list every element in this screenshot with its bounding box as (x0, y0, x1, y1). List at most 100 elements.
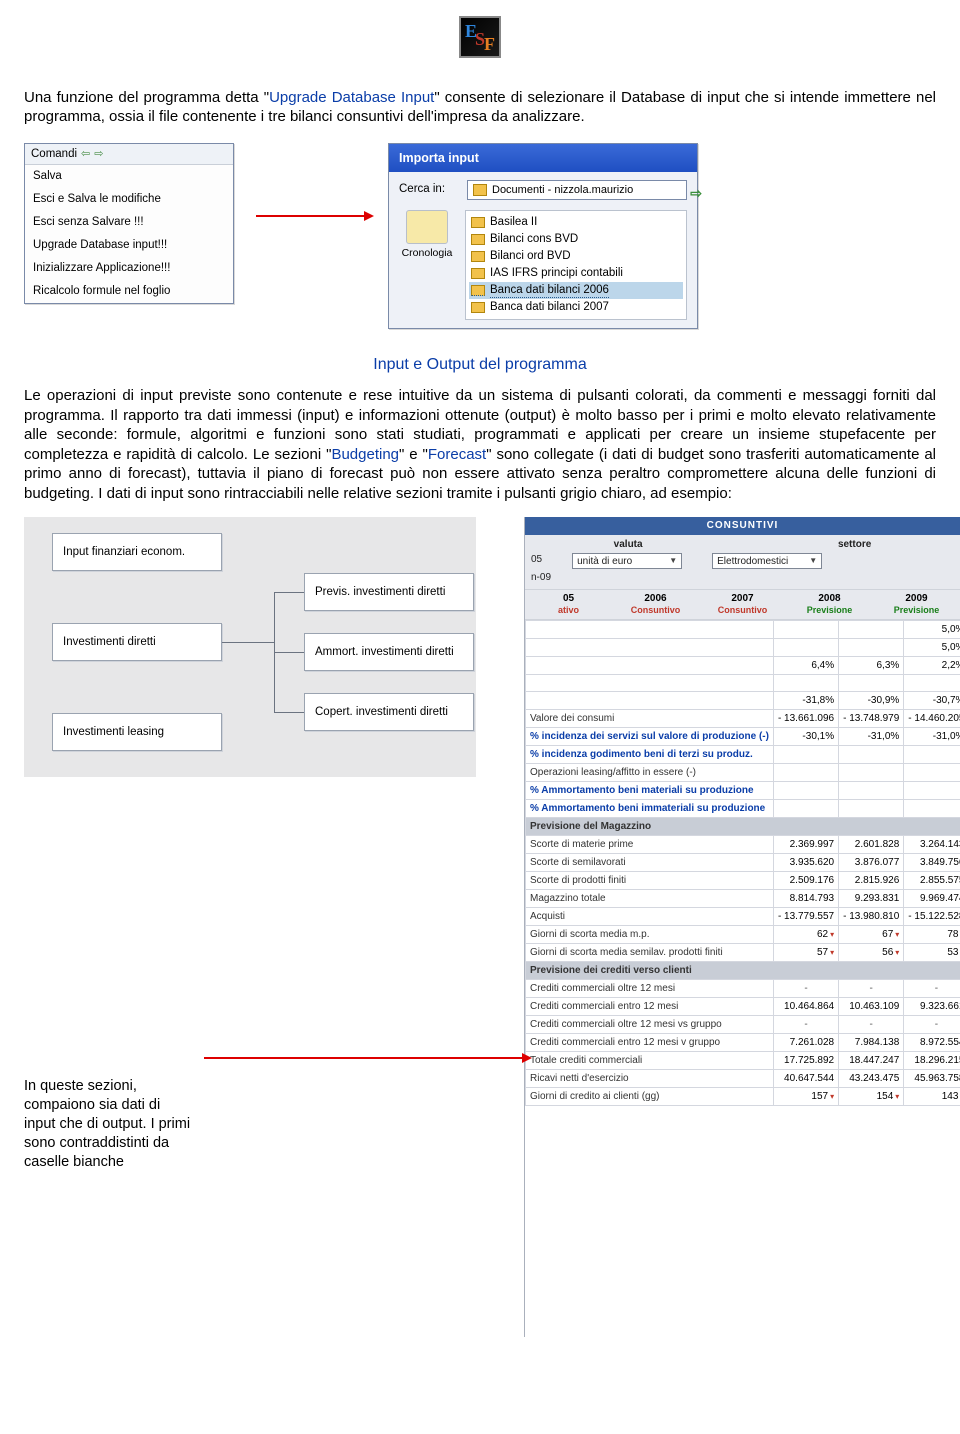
cell: 154 (839, 1087, 904, 1105)
settore-dropdown[interactable]: Elettrodomestici▼ (712, 553, 822, 569)
row-label: Giorni di scorta media m.p. (526, 925, 774, 943)
red-arrow (256, 215, 366, 217)
cell: 8.972.554 (904, 1033, 960, 1051)
nav-copert-investimenti[interactable]: Copert. investimenti diretti (304, 693, 474, 731)
row-label: Totale crediti commerciali (526, 1051, 774, 1069)
cell (839, 674, 904, 691)
folder-icon (471, 251, 485, 262)
section-title: Input e Output del programma (24, 355, 936, 376)
row-label: Giorni di scorta media semilav. prodotti… (526, 943, 774, 961)
row-label: Crediti commerciali oltre 12 mesi (526, 979, 774, 997)
cell (773, 781, 838, 799)
row-label: Giorni di credito ai clienti (gg) (526, 1087, 774, 1105)
cell: - 14.460.205 (904, 709, 960, 727)
settore-label: settore (838, 538, 871, 551)
cell: - 15.122.528 (904, 907, 960, 925)
folder-list: Basilea IIBilanci cons BVDBilanci ord BV… (465, 210, 687, 321)
nav-previs-investimenti[interactable]: Previs. investimenti diretti (304, 573, 474, 611)
folder-icon (471, 285, 485, 296)
folder-item[interactable]: Basilea II (469, 214, 683, 231)
folder-icon (471, 234, 485, 245)
comandi-item[interactable]: Esci e Salva le modifiche (25, 188, 233, 211)
row-label: % incidenza dei servizi sul valore di pr… (526, 727, 774, 745)
cell: 18.296.215 (904, 1051, 960, 1069)
year-header: 2007Consuntivo (699, 590, 786, 619)
cell (526, 656, 774, 674)
cell: 3.264.143 (904, 835, 960, 853)
comandi-item[interactable]: Upgrade Database input!!! (25, 234, 233, 257)
nav-left-icon[interactable]: ⇦ (81, 147, 90, 161)
comandi-item[interactable]: Salva (25, 165, 233, 188)
cronologia-shortcut[interactable]: Cronologia (399, 210, 455, 261)
year-header: 2006Consuntivo (612, 590, 699, 619)
row-label: Acquisti (526, 907, 774, 925)
cell (839, 620, 904, 638)
folder-item[interactable]: IAS IFRS principi contabili (469, 265, 683, 282)
cell (904, 781, 960, 799)
cell (839, 799, 904, 817)
cell: -30,1% (773, 727, 838, 745)
cell: 2.855.575 (904, 871, 960, 889)
cell: 53 (904, 943, 960, 961)
cell: 3.849.756 (904, 853, 960, 871)
folder-item[interactable]: Banca dati bilanci 2006 (469, 282, 683, 300)
cell (526, 638, 774, 656)
folder-item[interactable]: Bilanci cons BVD (469, 231, 683, 248)
paragraph-1: Una funzione del programma detta "Upgrad… (24, 88, 936, 127)
p2-blue1: Budgeting (331, 446, 399, 463)
cell (773, 638, 838, 656)
cell: - (773, 1015, 838, 1033)
comandi-item[interactable]: Inizializzare Applicazione!!! (25, 257, 233, 280)
cell: 157 (773, 1087, 838, 1105)
year-header: 2008Previsione (786, 590, 873, 619)
paragraph-2: Le operazioni di input previste sono con… (24, 386, 936, 503)
data-table: 5,0%5,0%6,4%6,3%2,2%-31,8%-30,9%-30,7%-3… (525, 620, 960, 1106)
comandi-item[interactable]: Esci senza Salvare !!! (25, 211, 233, 234)
valuta-dropdown[interactable]: unità di euro▼ (572, 553, 682, 569)
cronologia-label: Cronologia (402, 247, 453, 259)
row-label: Crediti commerciali entro 12 mesi (526, 997, 774, 1015)
folder-item[interactable]: Banca dati bilanci 2007 (469, 299, 683, 316)
cell: 8.814.793 (773, 889, 838, 907)
cell: - (904, 979, 960, 997)
cell: 143 (904, 1087, 960, 1105)
cell: 43.243.475 (839, 1069, 904, 1087)
cell (773, 799, 838, 817)
cell: 78 (904, 925, 960, 943)
cell: - (904, 1015, 960, 1033)
folder-icon (471, 302, 485, 313)
row-label: Scorte di materie prime (526, 835, 774, 853)
spreadsheet: CONSUNTIVI valuta settore 05 unità di eu… (524, 517, 960, 1337)
cell: - 13.748.979 (839, 709, 904, 727)
nav-input-finanziari[interactable]: Input finanziari econom. (52, 533, 222, 571)
cell (526, 674, 774, 691)
cell: 6,3% (839, 656, 904, 674)
row-label: % Ammortamento beni materiali su produzi… (526, 781, 774, 799)
cell: 5,0% (904, 638, 960, 656)
comandi-item[interactable]: Ricalcolo formule nel foglio (25, 280, 233, 303)
cell: -31,0% (904, 727, 960, 745)
folder-item[interactable]: Bilanci ord BVD (469, 248, 683, 265)
forward-icon[interactable]: ⇨ (690, 184, 702, 202)
cell: 2.509.176 (773, 871, 838, 889)
nav-investimenti-leasing[interactable]: Investimenti leasing (52, 713, 222, 751)
nav-right-icon[interactable]: ⇨ (94, 147, 103, 161)
importa-dialog: Importa input Cerca in: Documenti - nizz… (388, 143, 698, 330)
cell: - (773, 979, 838, 997)
cell: 2.815.926 (839, 871, 904, 889)
cell: 57 (773, 943, 838, 961)
folder-icon (473, 184, 487, 196)
cell: 2.601.828 (839, 835, 904, 853)
cell (839, 638, 904, 656)
nav-ammort-investimenti[interactable]: Ammort. investimenti diretti (304, 633, 474, 671)
cell: - (904, 763, 960, 781)
cell: 7.984.138 (839, 1033, 904, 1051)
cell (773, 674, 838, 691)
row-label: Crediti commerciali entro 12 mesi v grup… (526, 1033, 774, 1051)
cell (904, 799, 960, 817)
folder-select[interactable]: Documenti - nizzola.maurizio ⇨ (467, 180, 687, 200)
nav-investimenti-diretti[interactable]: Investimenti diretti (52, 623, 222, 661)
folder-icon (471, 217, 485, 228)
cell: 67 (839, 925, 904, 943)
row-label: Operazioni leasing/affitto in essere (-) (526, 763, 774, 781)
